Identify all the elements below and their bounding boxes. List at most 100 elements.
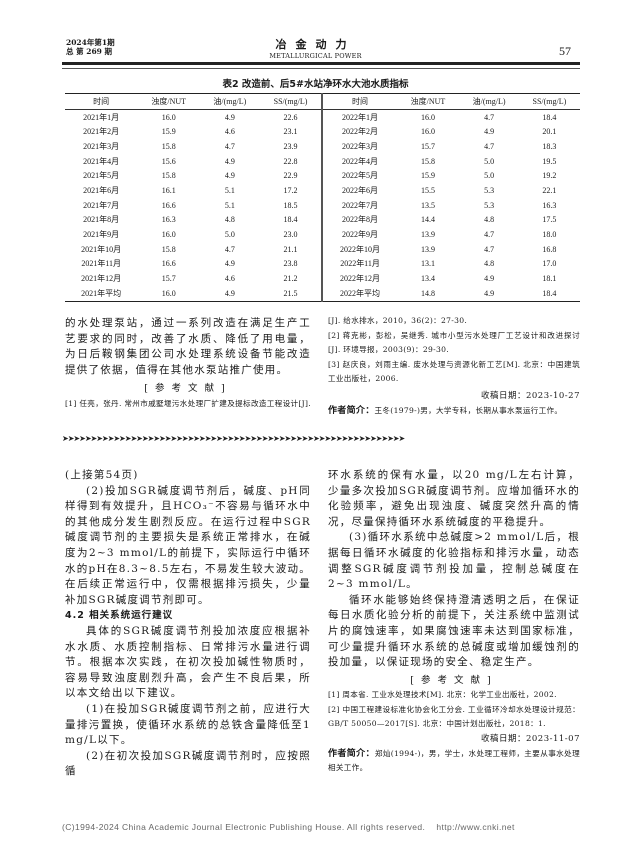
table-row: 2021年平均 16.0 4.9 21.5 2022年平均 14.8 4.9 18.4 bbox=[65, 285, 580, 302]
table-cell: 5.0 bbox=[484, 171, 495, 181]
author-bio: 作者简介：郑灿(1994-)，男，学士，水处理工程师，主要从事水处理相关工作。 bbox=[328, 747, 580, 775]
table-cell: 22.1 bbox=[542, 185, 557, 195]
paragraph-continued: 环水系统的保有水量，以20 mg/L左右计算，少量多次投加SGR碱度调节剂。应增… bbox=[328, 469, 580, 528]
page-number: 57 bbox=[559, 44, 571, 58]
table-cell: 2022年10月 bbox=[340, 244, 381, 254]
table-cell: 16.0 bbox=[161, 288, 176, 298]
table-cell: 16.0 bbox=[420, 112, 435, 122]
paragraph: (2)投加SGR碱度调节剂后，碱度、pH同样得到有效提升，且HCO₃⁻不容易与循… bbox=[65, 484, 311, 606]
table-cell: 18.0 bbox=[542, 230, 557, 240]
column-header: SS/(mg/L) bbox=[532, 96, 567, 106]
table-cell: 19.5 bbox=[542, 156, 557, 166]
conclusion-paragraph: 的水处理泵站，通过一系列改造在满足生产工艺要求的同时，改善了水质、降低了用电量，… bbox=[65, 317, 311, 376]
table-cell: 2022年3月 bbox=[342, 141, 379, 151]
table-cell: 2021年10月 bbox=[81, 244, 122, 254]
table-cell: 4.9 bbox=[224, 171, 235, 181]
table-cell: 15.9 bbox=[161, 127, 176, 137]
table-cell: 18.4 bbox=[259, 212, 324, 228]
table-cell: 15.8 bbox=[161, 141, 176, 151]
paragraph: (1)在投加SGR碱度调节剂之前，应进行大量排污置换，使循环水系统的总铁含量降低… bbox=[65, 702, 311, 747]
table-cell: 2022年1月 bbox=[342, 112, 379, 122]
journal-title-cn: 冶金动力 bbox=[275, 38, 356, 51]
table-cell: 2022年6月 bbox=[342, 185, 379, 195]
table-cell: 4.9 bbox=[224, 112, 235, 122]
table-cell: 4.9 bbox=[484, 274, 495, 284]
reference-2: [2] 中国工程建设标准化协会化工分会. 工业循环冷却水处理设计规范：GB/T … bbox=[328, 704, 580, 729]
table-cell: 2021年2月 bbox=[83, 127, 120, 137]
reference-3: [3] 赵庆良，刘雨主编. 废水处理与资源化新工艺[M]. 北京：中国建筑工业出… bbox=[328, 359, 580, 384]
table-cell: 4.6 bbox=[224, 274, 235, 284]
reference-2: [2] 蒋克彬，彭松，吴继秀. 城市小型污水处理厂工艺设计和改进探讨[J]. 环… bbox=[328, 330, 580, 355]
table-cell: 16.1 bbox=[161, 185, 176, 195]
table-cell: 18.4 bbox=[542, 112, 557, 122]
table-cell: 21.2 bbox=[259, 271, 324, 286]
table-cell: 2022年7月 bbox=[342, 200, 379, 210]
column-header: 油/(mg/L) bbox=[213, 96, 247, 106]
table-cell: 2022年2月 bbox=[342, 127, 379, 137]
column-header: 时间 bbox=[93, 96, 110, 106]
received-date: 收稿日期：2023-11-07 bbox=[480, 733, 580, 744]
table-cell: 23.1 bbox=[259, 124, 324, 140]
table-cell: 18.3 bbox=[542, 141, 557, 151]
table-cell: 13.9 bbox=[420, 244, 435, 254]
table-cell: 4.7 bbox=[484, 141, 495, 151]
table-cell: 2022年9月 bbox=[342, 230, 379, 240]
table-cell: 2022年5月 bbox=[342, 171, 379, 181]
table-cell: 23.0 bbox=[259, 227, 324, 242]
table-cell: 21.5 bbox=[259, 285, 324, 302]
table-cell: 22.6 bbox=[259, 109, 324, 125]
table-cell: 4.8 bbox=[484, 259, 495, 269]
table-header-row: 时间 浊度/NUT 油/(mg/L) SS/(mg/L) 时间 浊度/NUT 油/(mg/L… bbox=[65, 93, 580, 110]
table-cell: 4.7 bbox=[484, 112, 495, 122]
table-cell: 16.0 bbox=[420, 127, 435, 137]
table-row: 2021年7月 16.6 5.1 18.5 2022年7月 13.5 5.3 16.3 bbox=[65, 197, 580, 213]
table-cell: 4.9 bbox=[224, 259, 235, 269]
table-cell: 4.7 bbox=[484, 230, 495, 240]
table-cell: 5.3 bbox=[484, 200, 495, 210]
journal-title: 冶金动力 METALLURGICAL POWER bbox=[0, 36, 631, 60]
table-cell: 18.5 bbox=[259, 197, 324, 213]
header-rule-thick bbox=[62, 62, 580, 65]
section-heading: 4.2 相关系统运行建议 bbox=[65, 610, 174, 622]
table-cell: 4.9 bbox=[224, 156, 235, 166]
references-heading: [参考文献] bbox=[144, 383, 232, 395]
table-cell: 2021年9月 bbox=[83, 230, 120, 240]
table-cell: 17.0 bbox=[542, 259, 557, 269]
table-cell: 18.1 bbox=[542, 274, 557, 284]
author-text: 郑灿(1994-)，男，学士，水处理工程师，主要从事水处理相关工作。 bbox=[328, 749, 580, 773]
table-row: 2021年10月 15.8 4.7 21.1 2022年10月 13.9 4.7 16.8 bbox=[65, 241, 580, 257]
table-cell: 13.5 bbox=[420, 200, 435, 210]
table-cell: 23.9 bbox=[259, 139, 324, 154]
table-cell: 23.8 bbox=[259, 256, 324, 272]
table-row: 2021年8月 16.3 4.8 18.4 2022年8月 14.4 4.8 17.5 bbox=[65, 212, 580, 228]
column-header: 油/(mg/L) bbox=[472, 96, 506, 106]
table-cell: 16.8 bbox=[542, 244, 557, 254]
author-bio: 作者简介：王冬(1979-)男，大学专科，长期从事水泵运行工作。 bbox=[328, 404, 580, 418]
table-row: 2021年12月 15.7 4.6 21.2 2022年12月 13.4 4.9 18.1 bbox=[65, 271, 580, 286]
author-label: 作者简介： bbox=[328, 406, 375, 417]
table-cell: 5.1 bbox=[224, 185, 235, 195]
table-cell: 16.6 bbox=[161, 259, 176, 269]
column-header: 时间 bbox=[352, 96, 369, 106]
table-cell: 15.7 bbox=[161, 274, 176, 284]
table-cell: 15.7 bbox=[420, 141, 435, 151]
table-row: 2021年1月 16.0 4.9 22.6 2022年1月 16.0 4.7 18.4 bbox=[65, 109, 580, 125]
table-cell: 16.3 bbox=[542, 200, 557, 210]
table-cell: 20.1 bbox=[542, 127, 557, 137]
table-cell: 4.9 bbox=[484, 288, 495, 298]
issue-total: 总 第 269 期 bbox=[66, 47, 112, 56]
table-cell: 22.8 bbox=[259, 153, 324, 169]
table-cell: 2022年4月 bbox=[342, 156, 379, 166]
table-cell: 16.0 bbox=[161, 230, 176, 240]
table-cell: 2021年7月 bbox=[83, 200, 120, 210]
table-cell: 2022年11月 bbox=[340, 259, 380, 269]
table-row: 2021年5月 15.8 4.9 22.9 2022年5月 15.9 5.0 19.2 bbox=[65, 168, 580, 184]
table-cell: 5.1 bbox=[224, 200, 235, 210]
article2-right-column: 环水系统的保有水量，以20 mg/L左右计算，少量多次投加SGR碱度调节剂。应增… bbox=[328, 468, 580, 775]
table-cell: 2022年平均 bbox=[340, 288, 381, 298]
table-cell: 4.9 bbox=[224, 288, 235, 298]
table-row: 2021年4月 15.6 4.9 22.8 2022年4月 15.8 5.0 19.5 bbox=[65, 153, 580, 169]
reference-1-continued: [J]. 给水排水，2010，36(2)：27-30. bbox=[328, 316, 468, 325]
table-cell: 16.3 bbox=[161, 215, 176, 225]
reference-1: [1] 周本省. 工业水处理技术[M]. 北京：化学工业出版社，2002. bbox=[328, 690, 557, 700]
